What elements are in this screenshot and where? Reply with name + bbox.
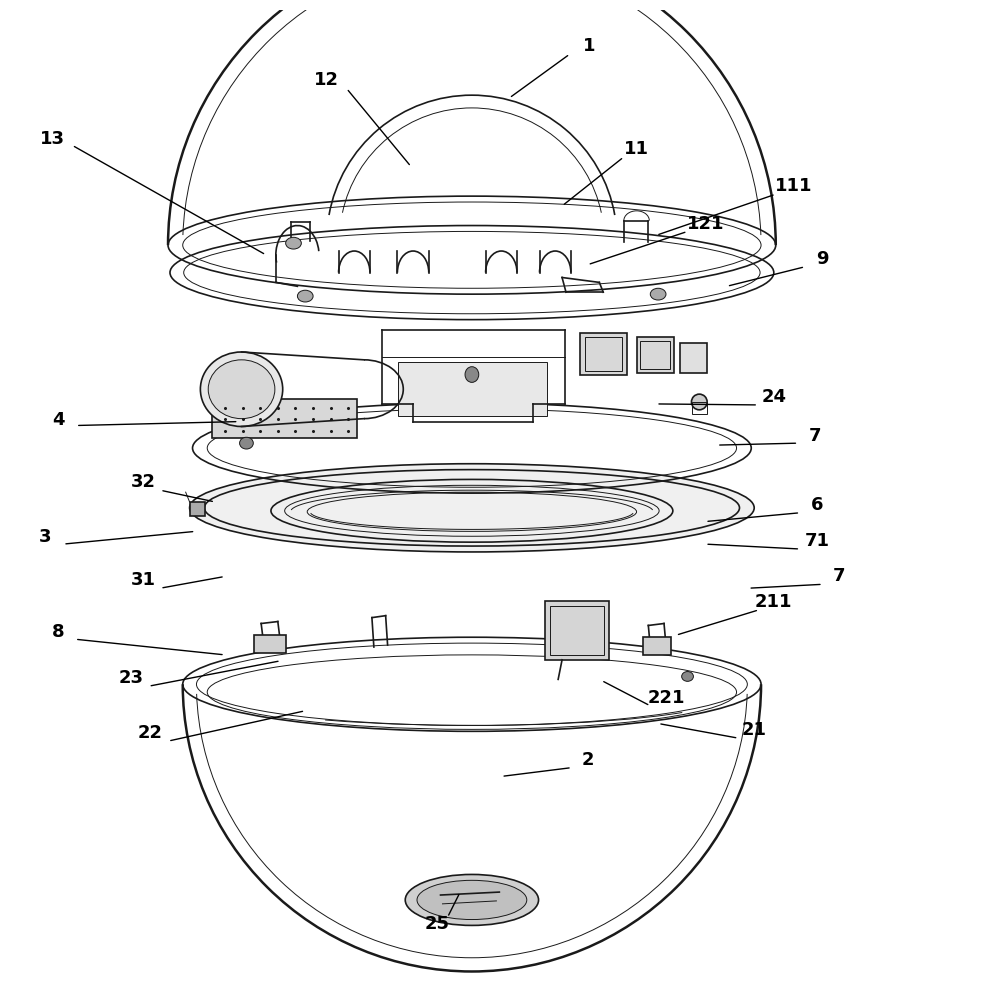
Ellipse shape	[405, 874, 539, 925]
Text: 3: 3	[39, 528, 52, 546]
Text: 11: 11	[624, 140, 649, 158]
Ellipse shape	[190, 464, 754, 552]
Text: 4: 4	[52, 411, 65, 429]
Bar	[398, 362, 548, 416]
Text: 21: 21	[742, 721, 767, 739]
Ellipse shape	[417, 880, 527, 920]
Bar	[255, 635, 286, 653]
Bar	[641, 341, 669, 369]
Text: 31: 31	[131, 571, 156, 589]
Text: 221: 221	[647, 689, 685, 707]
Ellipse shape	[465, 367, 479, 382]
Bar	[644, 637, 670, 655]
Text: 7: 7	[809, 427, 821, 445]
Bar	[550, 606, 605, 655]
Ellipse shape	[691, 394, 707, 410]
Ellipse shape	[681, 672, 693, 681]
Text: 23: 23	[118, 669, 144, 687]
Ellipse shape	[240, 437, 254, 449]
Text: 211: 211	[755, 593, 792, 611]
Bar	[585, 337, 622, 371]
Text: 12: 12	[315, 71, 339, 89]
Ellipse shape	[286, 237, 302, 249]
Bar	[692, 402, 707, 414]
Text: 25: 25	[425, 915, 450, 933]
Text: 6: 6	[811, 496, 823, 514]
Ellipse shape	[208, 360, 275, 419]
Text: 2: 2	[581, 751, 594, 769]
Text: 8: 8	[52, 623, 65, 641]
Text: 111: 111	[775, 177, 812, 195]
Bar	[580, 333, 627, 375]
Bar	[190, 502, 205, 516]
Ellipse shape	[651, 288, 665, 300]
Text: 13: 13	[40, 130, 65, 148]
Text: 71: 71	[804, 532, 830, 550]
Bar	[637, 337, 673, 373]
Text: 1: 1	[583, 37, 596, 55]
Text: 7: 7	[834, 567, 845, 585]
Bar	[679, 343, 707, 373]
Ellipse shape	[298, 290, 314, 302]
Bar	[546, 601, 609, 660]
Text: 121: 121	[686, 215, 723, 233]
Text: 22: 22	[138, 724, 163, 742]
Ellipse shape	[201, 352, 283, 426]
Bar	[212, 399, 357, 438]
Text: 9: 9	[817, 250, 829, 268]
Text: 32: 32	[131, 473, 156, 491]
Text: 24: 24	[761, 388, 786, 406]
